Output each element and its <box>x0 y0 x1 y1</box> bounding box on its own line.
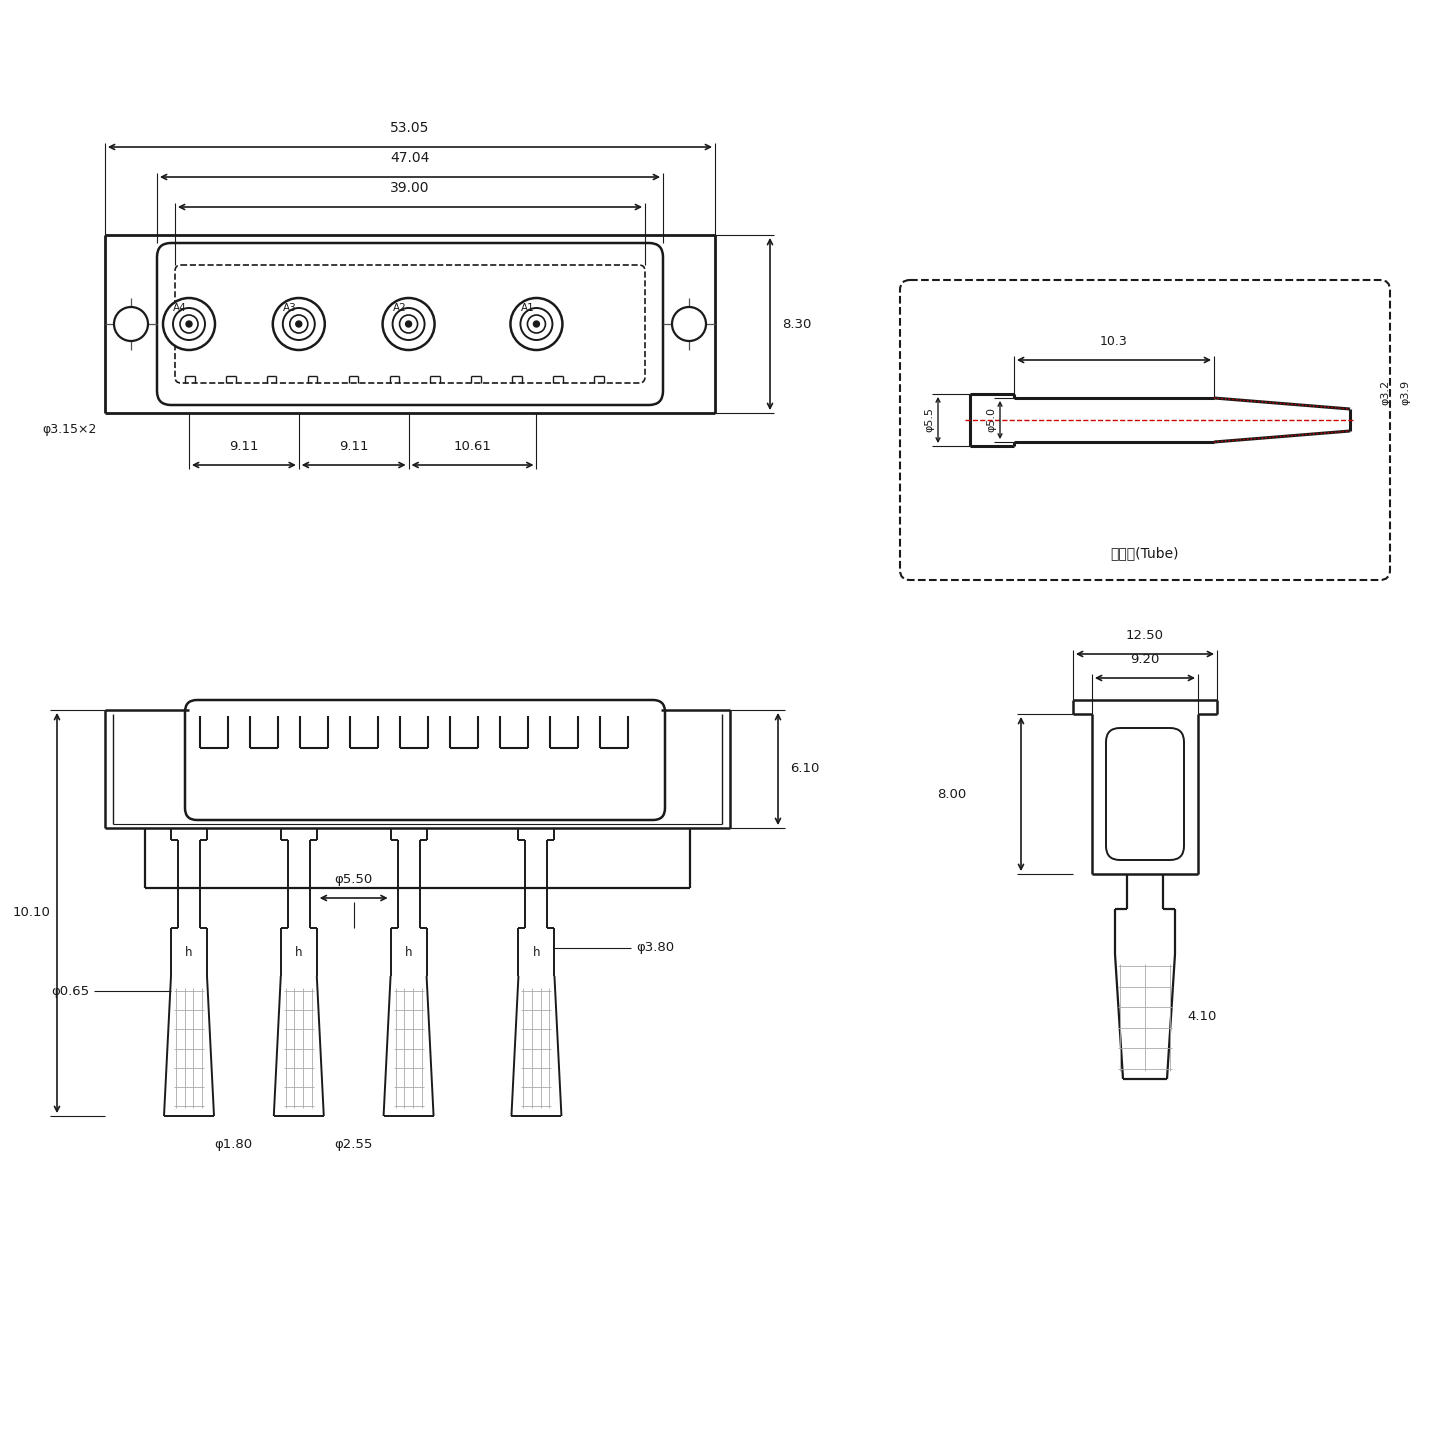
Text: 8.30: 8.30 <box>782 317 811 331</box>
Circle shape <box>272 298 325 350</box>
Circle shape <box>295 321 302 327</box>
Text: 39.00: 39.00 <box>390 181 429 194</box>
Text: A2: A2 <box>393 302 406 312</box>
Circle shape <box>289 315 308 333</box>
Circle shape <box>114 307 148 341</box>
Circle shape <box>672 307 706 341</box>
Text: 12.50: 12.50 <box>1126 629 1164 642</box>
Circle shape <box>173 308 204 340</box>
Text: 10.10: 10.10 <box>12 907 50 920</box>
Text: φ1.80: φ1.80 <box>215 1138 252 1151</box>
Circle shape <box>406 321 412 327</box>
Text: 屏蔽管(Tube): 屏蔽管(Tube) <box>1110 546 1179 560</box>
Text: 47.04: 47.04 <box>390 151 429 166</box>
Text: 9.11: 9.11 <box>338 441 369 454</box>
Circle shape <box>186 321 192 327</box>
FancyBboxPatch shape <box>900 279 1390 580</box>
FancyBboxPatch shape <box>176 265 645 383</box>
Text: φ5.0: φ5.0 <box>986 408 996 432</box>
Text: h: h <box>533 946 540 959</box>
FancyBboxPatch shape <box>184 700 665 819</box>
Circle shape <box>383 298 435 350</box>
Text: A4: A4 <box>173 302 187 312</box>
Text: h: h <box>295 946 302 959</box>
Text: φ5.5: φ5.5 <box>924 408 935 432</box>
Text: 4.10: 4.10 <box>1187 1009 1217 1022</box>
Circle shape <box>399 315 418 333</box>
Text: A1: A1 <box>520 302 534 312</box>
Text: Lbfitng: Lbfitng <box>348 305 552 353</box>
Text: φ3.9: φ3.9 <box>1400 380 1410 405</box>
Text: 9.11: 9.11 <box>229 441 259 454</box>
Text: A3: A3 <box>282 302 297 312</box>
FancyBboxPatch shape <box>1106 729 1184 860</box>
FancyBboxPatch shape <box>157 243 662 405</box>
Text: 9.20: 9.20 <box>1130 652 1159 665</box>
Text: φ3.15×2: φ3.15×2 <box>43 423 96 436</box>
Circle shape <box>180 315 199 333</box>
Circle shape <box>527 315 546 333</box>
Text: 6.10: 6.10 <box>791 763 819 776</box>
Circle shape <box>282 308 315 340</box>
Text: 8.00: 8.00 <box>937 788 966 801</box>
Text: 10.3: 10.3 <box>1100 336 1128 348</box>
Text: φ3.80: φ3.80 <box>636 942 674 955</box>
Text: φ0.65: φ0.65 <box>50 985 89 998</box>
Circle shape <box>510 298 563 350</box>
Text: 53.05: 53.05 <box>390 121 429 135</box>
Text: φ3.2: φ3.2 <box>1380 380 1390 405</box>
Text: φ5.50: φ5.50 <box>334 873 373 886</box>
Text: φ2.55: φ2.55 <box>334 1138 373 1151</box>
Circle shape <box>533 321 540 327</box>
Circle shape <box>520 308 553 340</box>
Circle shape <box>393 308 425 340</box>
Text: h: h <box>186 946 193 959</box>
Text: 10.61: 10.61 <box>454 441 491 454</box>
Circle shape <box>163 298 215 350</box>
Text: h: h <box>405 946 412 959</box>
